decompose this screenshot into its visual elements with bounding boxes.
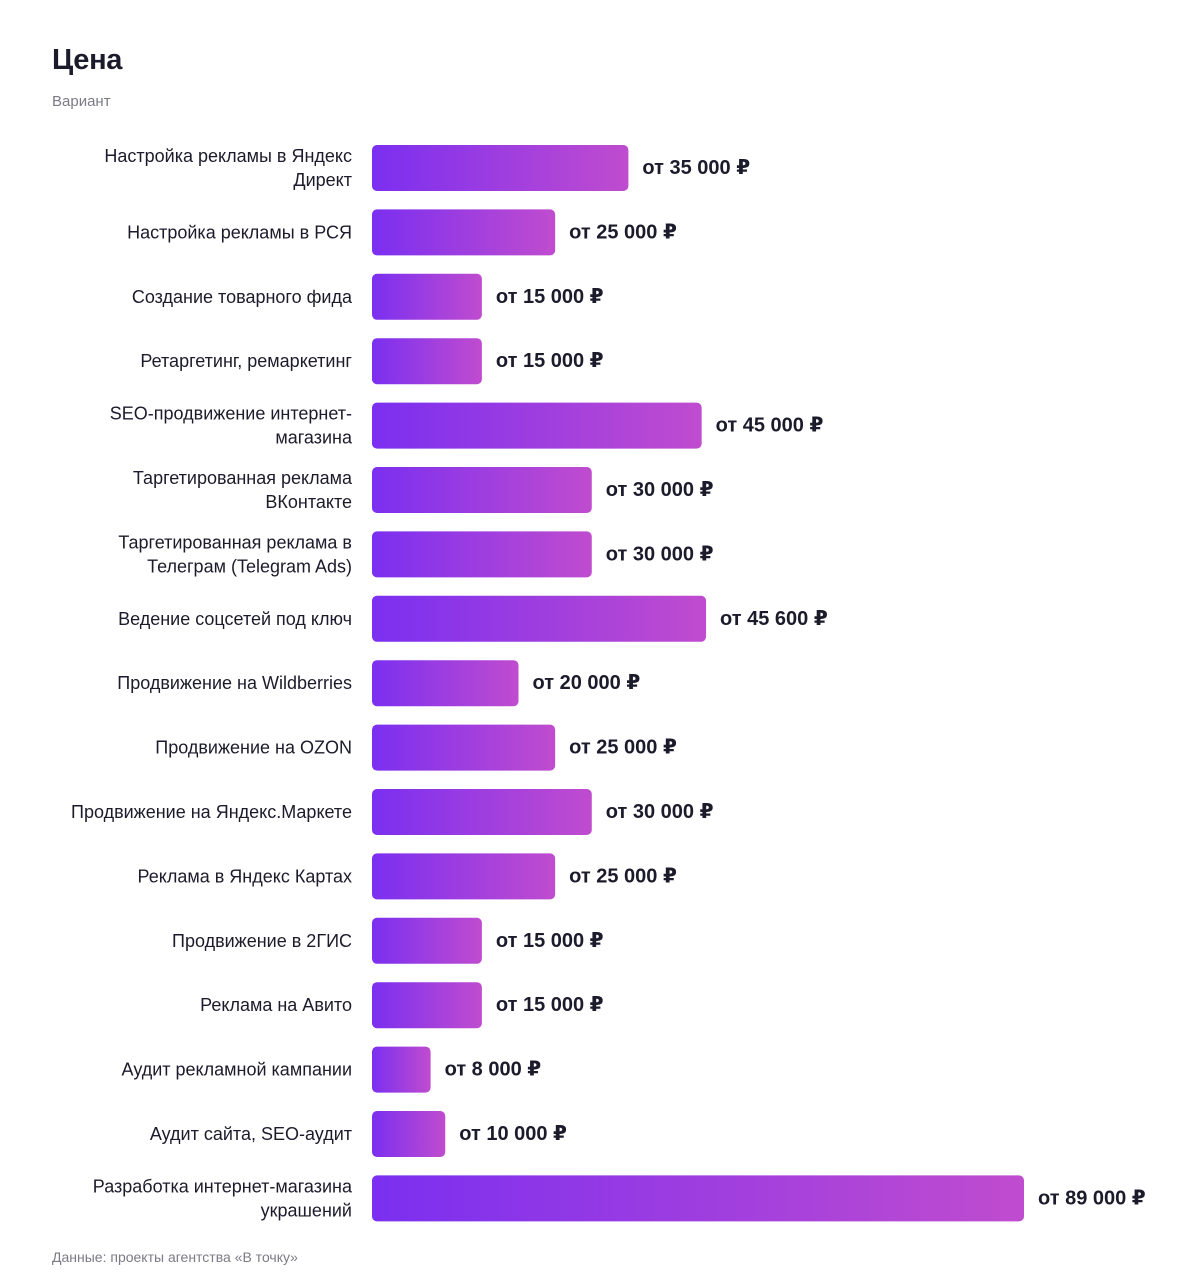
- price-bar: [372, 853, 556, 900]
- category-label: Настройка рекламы в Яндекс Директ: [104, 146, 352, 190]
- price-bar: [372, 595, 707, 642]
- category-label: Продвижение на Wildberries: [117, 673, 352, 693]
- price-bar: [372, 724, 556, 771]
- category-label: Разработка интернет-магазина украшений: [93, 1176, 353, 1220]
- category-label: Продвижение на OZON: [155, 738, 352, 758]
- value-label: от 8 000 ₽: [445, 1059, 542, 1081]
- value-label: от 15 000 ₽: [496, 286, 604, 308]
- value-label: от 30 000 ₽: [606, 801, 714, 823]
- category-label: Реклама в Яндекс Картах: [138, 866, 352, 886]
- value-label: от 89 000 ₽: [1038, 1187, 1146, 1209]
- price-bar: [372, 789, 592, 835]
- category-label: Продвижение на Яндекс.Маркете: [71, 802, 352, 822]
- data-source-footnote: Данные: проекты агентства «В точку»: [52, 1249, 298, 1265]
- category-label: SEO-продвижение интернет-магазина: [110, 404, 353, 448]
- bars-layer: Настройка рекламы в Яндекс Директ от 35 00…: [71, 145, 1146, 1222]
- value-label: от 30 000 ₽: [606, 479, 714, 501]
- category-label: Таргетированная реклама в Телеграм (Teleg…: [118, 532, 352, 576]
- price-bar: [372, 917, 482, 964]
- category-label: Создание товарного фида: [132, 287, 353, 307]
- category-label: Продвижение в 2ГИС: [172, 931, 352, 951]
- price-bar: [372, 145, 629, 191]
- category-label: Аудит сайта, SEO-аудит: [150, 1124, 352, 1144]
- category-label: Настройка рекламы в РСЯ: [127, 222, 352, 242]
- chart-subtitle: Вариант: [52, 93, 111, 110]
- category-label: Таргетированная реклама ВКонтакте: [133, 468, 353, 512]
- price-bar: [372, 467, 592, 513]
- value-label: от 45 600 ₽: [720, 608, 828, 630]
- category-label: Ретаргетинг, ремаркетинг: [140, 351, 352, 371]
- value-label: от 35 000 ₽: [642, 157, 750, 179]
- price-bar: [372, 402, 702, 449]
- category-label: Аудит рекламной кампании: [122, 1060, 352, 1080]
- value-label: от 45 000 ₽: [716, 415, 824, 437]
- value-label: от 15 000 ₽: [496, 994, 604, 1016]
- price-bar: [372, 660, 519, 707]
- category-label: Ведение соцсетей под ключ: [118, 609, 352, 629]
- price-bar: [372, 1111, 446, 1157]
- value-label: от 15 000 ₽: [496, 930, 604, 952]
- value-label: от 10 000 ₽: [459, 1123, 567, 1145]
- value-label: от 15 000 ₽: [496, 350, 604, 372]
- price-bar: [372, 338, 482, 385]
- price-bar: [372, 1046, 431, 1093]
- price-bar: [372, 982, 482, 1029]
- price-bar: [372, 209, 556, 256]
- value-label: от 25 000 ₽: [569, 221, 677, 243]
- price-bar: [372, 531, 592, 578]
- value-label: от 20 000 ₽: [533, 672, 641, 694]
- value-label: от 25 000 ₽: [569, 865, 677, 887]
- value-label: от 30 000 ₽: [606, 543, 714, 565]
- price-bar: [372, 1175, 1024, 1222]
- chart-title: Цена: [52, 44, 123, 76]
- price-bar-chart: Настройка рекламы в Яндекс Директ от 35 00…: [71, 145, 1146, 1222]
- price-bar: [372, 273, 482, 320]
- category-label: Реклама на Авито: [200, 995, 352, 1015]
- value-label: от 25 000 ₽: [569, 737, 677, 759]
